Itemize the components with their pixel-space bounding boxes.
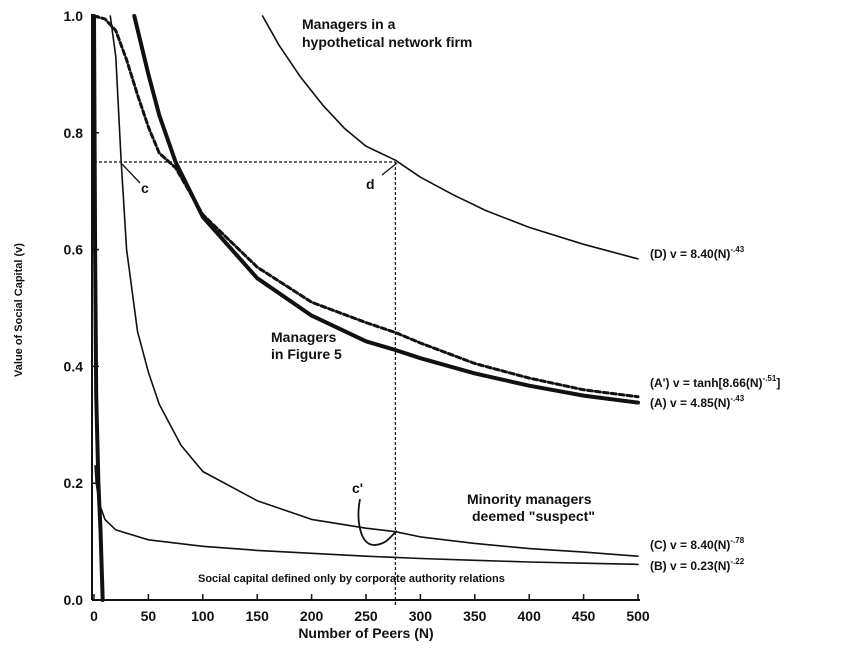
x-tick-label: 200	[300, 608, 324, 624]
equation-label: (D) v = 8.40(N)-.43	[650, 245, 745, 261]
x-axis-title: Number of Peers (N)	[298, 625, 433, 641]
y-tick-label: 0.6	[64, 242, 84, 258]
equation-label: (C) v = 8.40(N)-.78	[650, 536, 745, 552]
x-tick-label: 100	[191, 608, 215, 624]
y-ticks: 0.0 0.2 0.4 0.6 0.8 1.0	[64, 8, 99, 608]
x-tick-label: 500	[626, 608, 650, 624]
annotation-network-firm-2: hypothetical network firm	[302, 34, 472, 50]
y-tick-label: 1.0	[64, 8, 84, 24]
y-tick-label: 0.8	[64, 125, 84, 141]
x-tick-label: 450	[572, 608, 596, 624]
reference-lines	[94, 161, 396, 607]
series-line-axis	[92, 14, 105, 602]
x-tick-label: 150	[246, 608, 270, 624]
equation-label: (B) v = 0.23(N)-.22	[650, 557, 745, 573]
point-label-c-prime: c'	[352, 480, 363, 496]
x-tick-label: 50	[141, 608, 157, 624]
series-group	[92, 14, 640, 602]
x-tick-label: 350	[463, 608, 487, 624]
series-line-a	[132, 14, 640, 405]
point-label-d: d	[366, 176, 375, 192]
y-tick-label: 0.4	[64, 358, 84, 374]
x-tick-label: 400	[518, 608, 542, 624]
leader-c-prime	[357, 498, 398, 546]
x-tick-label: 250	[354, 608, 378, 624]
point-label-c: c	[141, 180, 149, 196]
annotation-minority-1: Minority managers	[467, 491, 592, 507]
x-tick-label: 0	[90, 608, 98, 624]
annotation-network-firm-1: Managers in a	[302, 16, 396, 32]
series-line-a-prime	[92, 14, 640, 399]
annotation-figure5-1: Managers	[271, 329, 337, 345]
annotation-figure5-2: in Figure 5	[271, 346, 342, 362]
x-tick-label: 300	[409, 608, 433, 624]
series-line-d	[261, 15, 639, 260]
equation-label: (A) v = 4.85(N)-.43	[650, 394, 745, 410]
y-axis-title: Value of Social Capital (v)	[13, 243, 25, 377]
leader-c	[121, 163, 141, 184]
annotation-corporate-note: Social capital defined only by corporate…	[198, 573, 505, 585]
x-ticks: 0 50 100 150 200 250 300 350 400 450 500	[90, 594, 650, 624]
annotation-minority-2: deemed "suspect"	[472, 508, 595, 524]
y-tick-label: 0.0	[64, 592, 84, 608]
equation-label: (A') v = tanh[8.66(N)-.51]	[650, 374, 780, 390]
leader-d	[381, 162, 398, 176]
equation-labels: (D) v = 8.40(N)-.43 (A') v = tanh[8.66(N)…	[650, 245, 780, 573]
y-tick-label: 0.2	[64, 475, 84, 491]
series-line-c	[109, 15, 639, 557]
